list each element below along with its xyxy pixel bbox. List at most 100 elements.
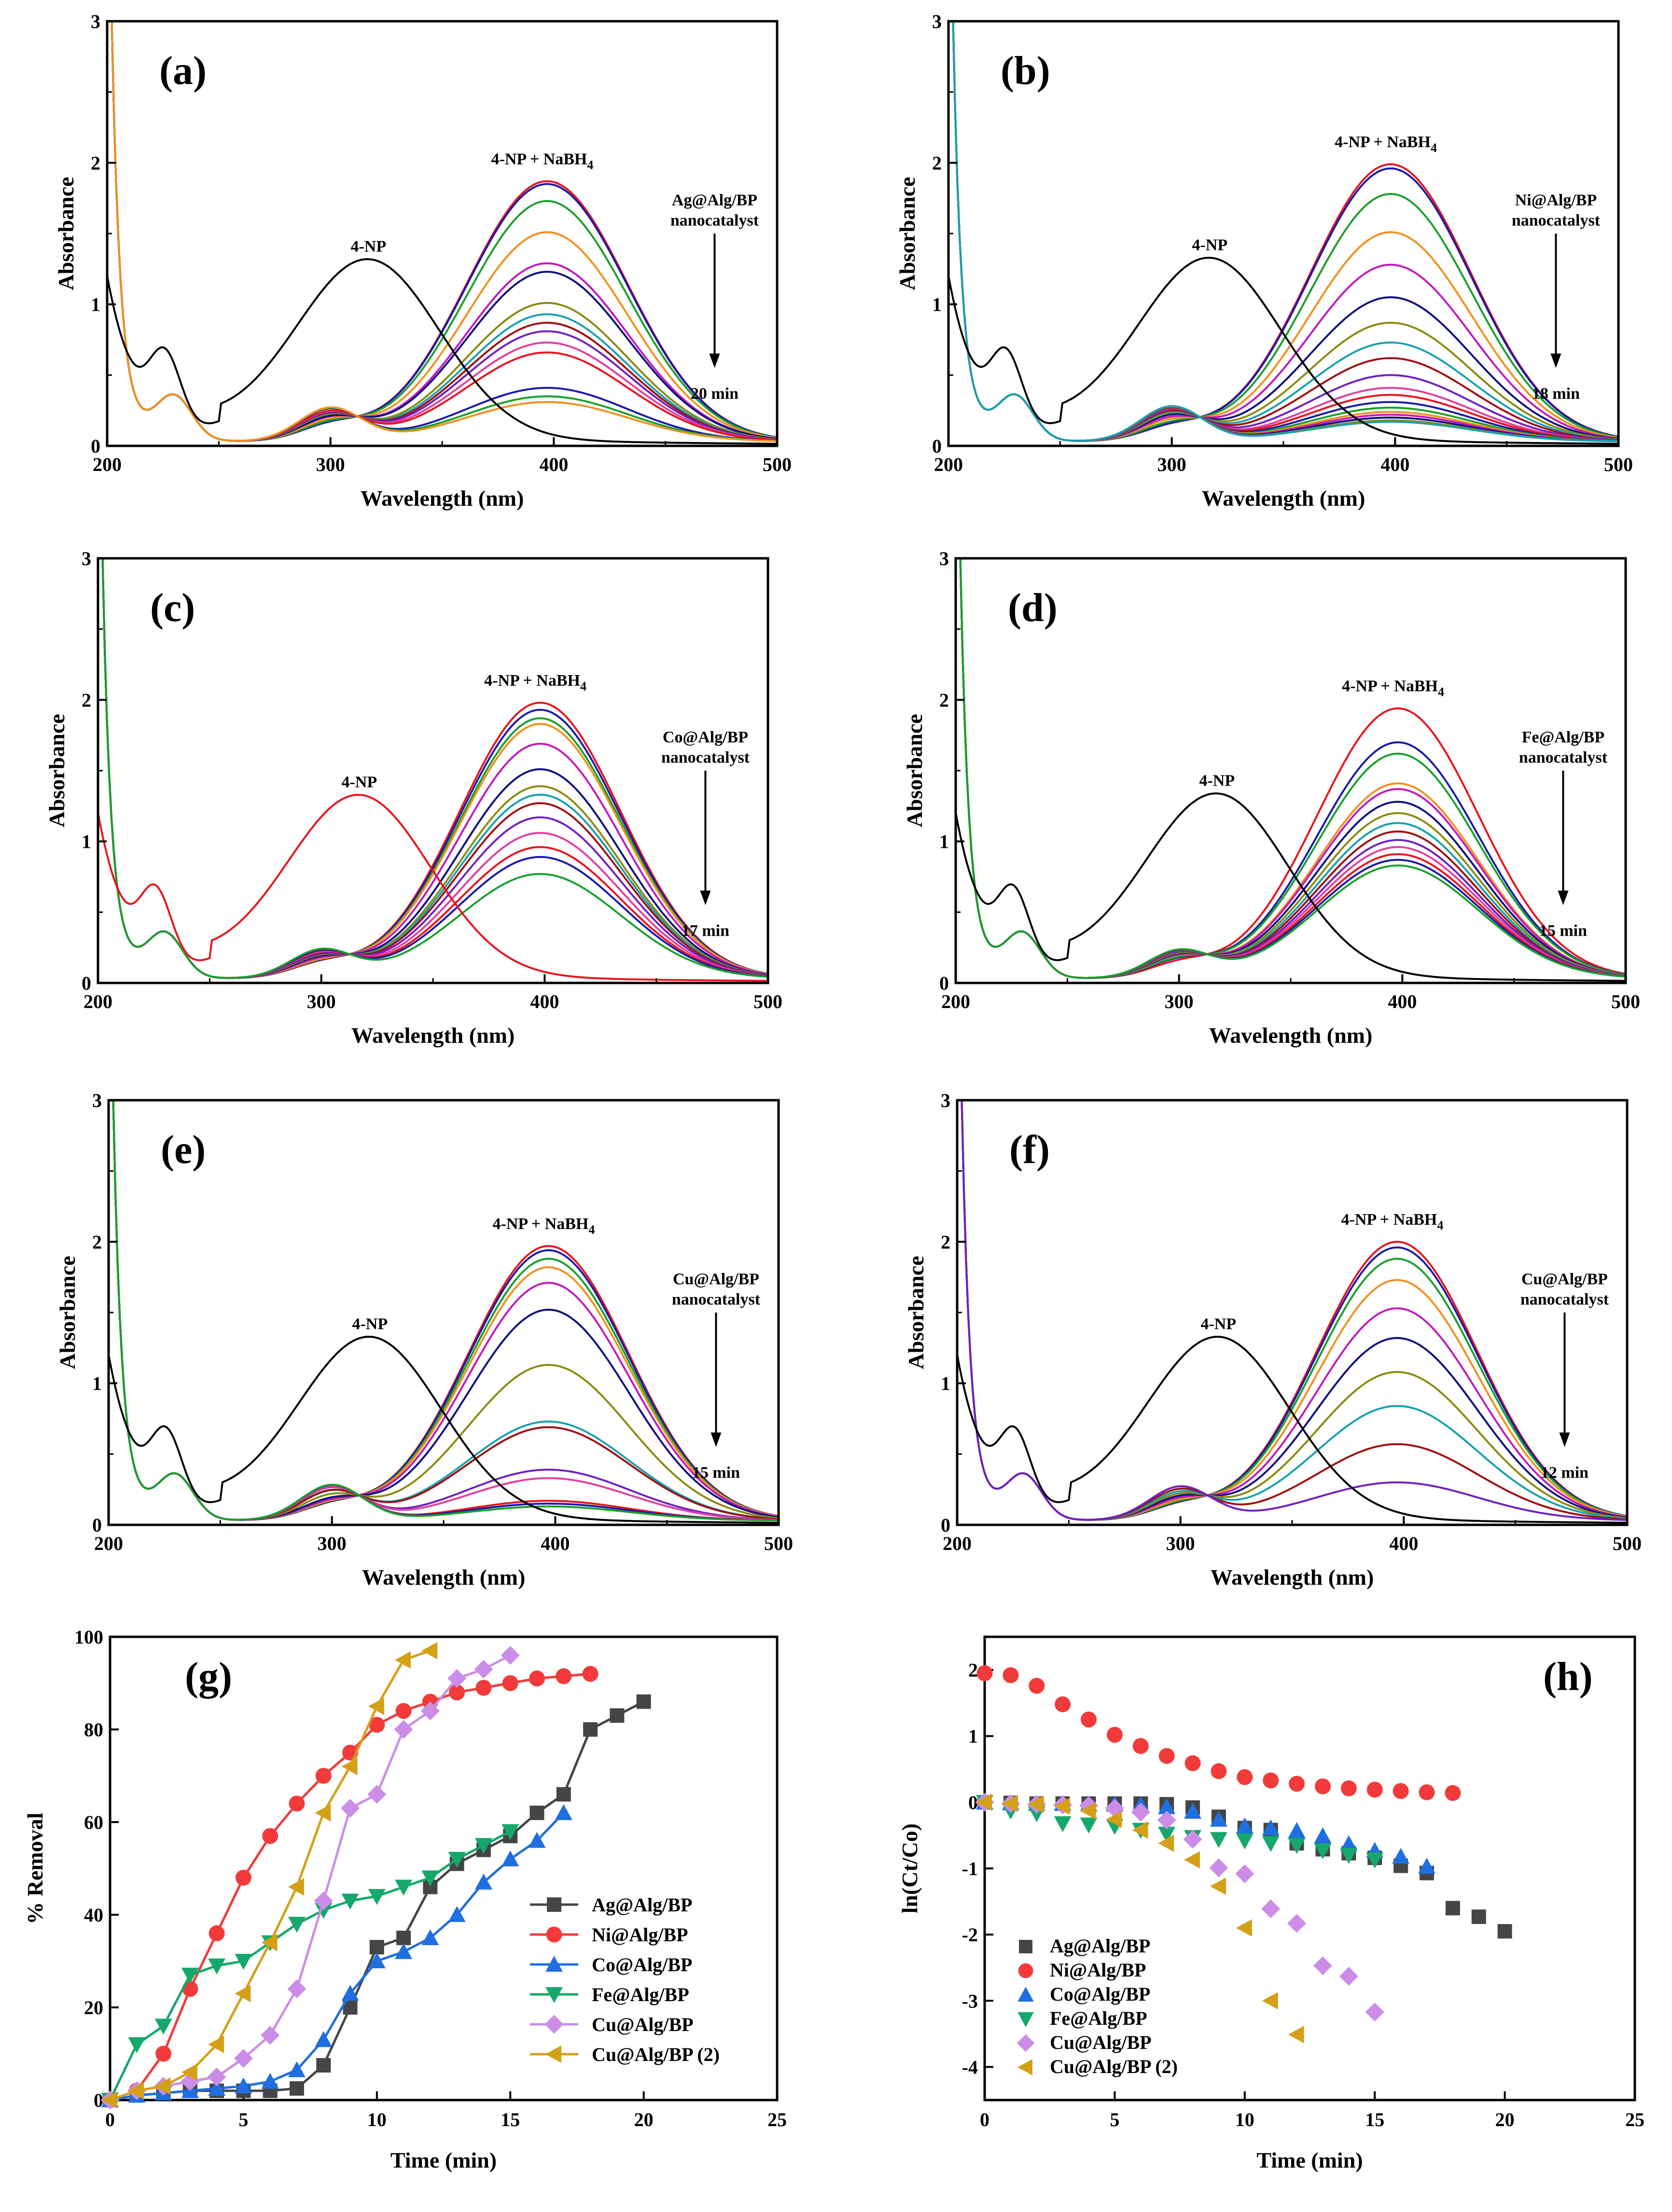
x-tick-label: 15: [501, 2109, 520, 2130]
legend-label: Co@Alg/BP: [1050, 1983, 1150, 2005]
series-co: [101, 1804, 572, 2107]
marker-circle: [395, 1703, 412, 1719]
marker-square: [556, 1787, 571, 1802]
series-co: [976, 1793, 1435, 1874]
marker-square: [289, 2081, 304, 2096]
marker-triangle-down: [1017, 2012, 1034, 2027]
marker-triangle-up: [1418, 1857, 1435, 1874]
panel-label: (f): [1009, 1127, 1050, 1172]
marker-circle: [1184, 1755, 1201, 1771]
x-axis-title: Time (min): [1256, 2148, 1363, 2172]
time-label: 15 min: [692, 1464, 740, 1482]
y-tick-label: -3: [962, 1990, 978, 2012]
label-mixture-main: 4-NP + NaBH: [491, 150, 587, 168]
spectra-curves: [107, 21, 777, 445]
y-tick-label: -1: [962, 1858, 978, 1880]
x-tick-label: 500: [1613, 1533, 1642, 1554]
x-tick-label: 0: [980, 2109, 989, 2130]
x-tick-label: 400: [1388, 991, 1417, 1012]
y-tick-label: 1: [932, 294, 942, 316]
marker-circle: [209, 1925, 225, 1941]
x-tick-label: 300: [316, 454, 345, 475]
y-tick-label: 0: [939, 972, 949, 994]
marker-diamond: [314, 1891, 333, 1910]
y-tick-label: 2: [968, 1659, 978, 1681]
marker-triangle-up: [555, 1804, 572, 1820]
x-tick-label: 300: [307, 991, 336, 1012]
label-mixture-main: 4-NP + NaBH: [1342, 677, 1438, 695]
x-axis-title: Wavelength (nm): [361, 486, 524, 511]
marker-triangle-down: [395, 1880, 413, 1896]
marker-triangle-up: [448, 1906, 466, 1922]
marker-circle: [262, 1828, 279, 1844]
marker-diamond: [1017, 2034, 1035, 2052]
marker-triangle-up: [1340, 1835, 1358, 1852]
marker-triangle-left: [1262, 1992, 1278, 2010]
legend-label: Ag@Alg/BP: [592, 1894, 692, 1916]
panel-b: 200 300 400 500 0 1 2 3 Wavelength (nm) Absorbanc…: [895, 11, 1633, 511]
spectra-curves: [948, 21, 1618, 445]
y-tick-label: -4: [962, 2056, 978, 2078]
y-tick-label: 60: [84, 1811, 103, 1833]
marker-circle: [1366, 1782, 1383, 1798]
time-label: 15 min: [1539, 922, 1587, 940]
x-tick-label: 10: [1235, 2109, 1254, 2130]
marker-circle: [1081, 1711, 1097, 1728]
spectrum-line-4np: [948, 257, 1618, 445]
y-tick-label: 1: [92, 1373, 102, 1395]
marker-circle: [155, 2046, 172, 2062]
arrowhead-icon: [700, 890, 711, 905]
marker-square: [1497, 1924, 1512, 1939]
x-tick-label: 10: [367, 2109, 387, 2130]
label-mixture-subscript: 4: [588, 1223, 595, 1237]
marker-triangle-up: [474, 1873, 492, 1890]
marker-diamond: [1131, 1802, 1150, 1822]
x-tick-label: 400: [530, 991, 559, 1012]
y-tick-label: 0: [968, 1792, 978, 1813]
y-tick-label: 1: [941, 1373, 950, 1395]
x-tick-label: 200: [84, 991, 112, 1012]
marker-triangle-down: [1080, 1817, 1098, 1834]
marker-diamond: [1261, 1899, 1281, 1919]
marker-triangle-left: [545, 2046, 561, 2063]
marker-circle: [546, 1926, 562, 1943]
marker-triangle-down: [1236, 1833, 1254, 1850]
panel-f: 200 300 400 500 0 1 2 3 Wavelength (nm) Absorbanc…: [904, 1090, 1642, 1590]
marker-triangle-left: [235, 1985, 251, 2003]
marker-circle: [369, 1716, 385, 1733]
arrowhead-icon: [1558, 890, 1569, 905]
label-mixture: 4-NP + NaBH4: [493, 1215, 595, 1237]
y-tick-label: 100: [74, 1626, 103, 1648]
marker-diamond: [420, 1701, 440, 1721]
marker-triangle-left: [1288, 2026, 1304, 2044]
marker-triangle-left: [128, 2082, 144, 2100]
marker-triangle-up: [1158, 1798, 1176, 1814]
time-label: 17 min: [682, 922, 729, 940]
y-tick-label: 3: [932, 11, 942, 32]
marker-circle: [1340, 1780, 1357, 1797]
label-mixture: 4-NP + NaBH4: [491, 150, 594, 172]
marker-triangle-down: [315, 1903, 333, 1919]
marker-circle: [1055, 1696, 1071, 1713]
label-mixture-subscript: 4: [587, 158, 593, 172]
x-tick-label: 300: [1166, 1533, 1195, 1554]
marker-circle: [1263, 1772, 1279, 1789]
series-fe: [101, 1824, 519, 2109]
spectra-curves: [109, 1100, 779, 1524]
marker-square: [369, 1940, 384, 1955]
marker-square: [396, 1931, 411, 1945]
marker-triangle-left: [1210, 1878, 1226, 1895]
y-axis-title: Absorbance: [44, 714, 69, 827]
legend-label: Ag@Alg/BP: [1050, 1935, 1150, 1957]
marker-diamond: [1235, 1864, 1254, 1883]
x-axis-title: Wavelength (nm): [1209, 1023, 1373, 1048]
label-mixture-main: 4-NP + NaBH: [1341, 1211, 1437, 1229]
x-tick-label: 200: [93, 454, 122, 475]
marker-diamond: [447, 1669, 467, 1688]
marker-square: [610, 1708, 625, 1723]
marker-diamond: [367, 1784, 387, 1804]
marker-circle: [1419, 1784, 1435, 1800]
y-tick-label: 0: [92, 1514, 102, 1536]
y-tick-label: 0: [82, 972, 91, 994]
